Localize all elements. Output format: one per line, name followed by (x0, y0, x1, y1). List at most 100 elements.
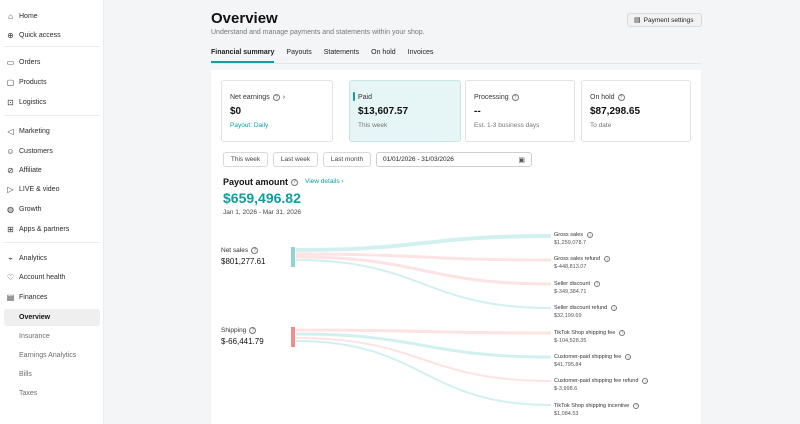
tab-statements[interactable]: Statements (323, 49, 360, 56)
sidebar-item-growth[interactable]: ◍ Growth (4, 201, 100, 218)
help-icon[interactable]: ? (251, 247, 259, 254)
sankey-target-value: $-3,998.6 (554, 386, 578, 393)
sankey-flow (295, 252, 552, 262)
date-range-value: 01/01/2026 - 31/03/2026 (383, 156, 454, 163)
sidebar-item-label: Home (19, 13, 38, 20)
page-title: Overview (211, 10, 278, 27)
sidebar-item-label: Marketing (19, 128, 50, 135)
help-icon[interactable]: ? (291, 178, 299, 186)
sidebar-item-live-video[interactable]: ▷ LIVE & video (4, 181, 100, 198)
chevron-right-icon: › (282, 94, 286, 101)
last-month-button[interactable]: Last month (323, 152, 371, 167)
help-icon[interactable]: ? (619, 329, 626, 336)
sidebar-subitem-earnings-analytics[interactable]: Earnings Analytics (19, 352, 77, 359)
selected-indicator (353, 92, 355, 101)
help-icon[interactable]: ? (511, 94, 519, 101)
sidebar-subitem-overview[interactable]: Overview (4, 309, 100, 326)
sidebar-divider (4, 46, 100, 47)
net-sales-node (291, 247, 295, 267)
sidebar-item-label: Apps & partners (19, 226, 70, 233)
sidebar-item-affiliate[interactable]: ⊘ Affiliate (4, 162, 100, 179)
paid-card[interactable]: Paid $13,607.57 This week (349, 80, 461, 142)
sankey-target-label: Seller discount (554, 280, 591, 287)
sankey-target-label: Gross sales (554, 232, 584, 238)
sankey-target-label: Gross sales refund (554, 256, 601, 263)
sidebar-item-products[interactable]: ▢ Products (4, 74, 100, 91)
financial-summary-panel: Net earnings ? › $0 Payout: Daily Paid $… (211, 70, 701, 424)
tab-on-hold[interactable]: On hold (371, 49, 396, 56)
sidebar-item-label: Account health (19, 274, 66, 281)
paid-value: $13,607.57 (358, 106, 409, 117)
help-icon[interactable]: ? (611, 305, 618, 312)
sidebar-subitem-bills[interactable]: Bills (19, 371, 32, 378)
on-hold-value: $87,298.65 (590, 106, 641, 117)
paid-period: This week (358, 122, 388, 129)
processing-value: -- (474, 106, 481, 117)
sankey-flow (295, 234, 552, 252)
sidebar-item-home[interactable]: ⌂ Home (4, 8, 100, 25)
net-earnings-card[interactable]: Net earnings ? › $0 Payout: Daily (221, 80, 333, 142)
sidebar-item-label: Orders (19, 59, 41, 66)
sidebar-item-apps-partners[interactable]: ⊞ Apps & partners (4, 221, 100, 238)
sankey-flow (295, 340, 552, 406)
sidebar-item-marketing[interactable]: ◁ Marketing (4, 123, 100, 140)
payout-sankey-chart (291, 234, 552, 406)
sankey-target-value: $32,199.69 (554, 313, 582, 320)
sidebar-item-logistics[interactable]: ⊡ Logistics (4, 94, 100, 111)
settings-icon: ▤ (634, 17, 641, 24)
sidebar-subitem-insurance[interactable]: Insurance (19, 333, 50, 340)
sidebar-divider (4, 115, 100, 116)
sankey-target-value: $1,259,078.7 (554, 240, 587, 246)
shipping-value: $-66,441.79 (221, 337, 264, 346)
help-icon[interactable]: ? (594, 280, 601, 287)
help-icon[interactable]: ? (625, 354, 632, 360)
sidebar-item-label: Quick access (19, 32, 61, 39)
on-hold-card[interactable]: On hold ? $87,298.65 To date (581, 80, 691, 142)
affiliate-icon: ⊘ (7, 166, 14, 175)
help-icon[interactable]: ? (617, 94, 625, 101)
last-week-button[interactable]: Last week (273, 152, 318, 167)
sidebar-subitem-taxes[interactable]: Taxes (19, 390, 38, 397)
help-icon[interactable]: ? (604, 256, 611, 263)
growth-icon: ◍ (7, 205, 14, 214)
date-range-picker[interactable]: 01/01/2026 - 31/03/2026 ▣ (376, 152, 532, 167)
sankey-flow (295, 328, 552, 335)
payout-frequency-link[interactable]: Payout: Daily (230, 122, 269, 129)
this-week-button[interactable]: This week (223, 152, 268, 167)
net-earnings-value: $0 (230, 106, 242, 117)
help-icon[interactable]: ? (587, 232, 594, 238)
sidebar-item-quick-access[interactable]: ⊕ Quick access (4, 27, 100, 44)
apps-icon: ⊞ (7, 225, 14, 234)
processing-label: Processing (474, 94, 509, 101)
finances-icon: ▤ (6, 293, 15, 302)
on-hold-label: On hold (590, 94, 615, 101)
tab-financial-summary[interactable]: Financial summary (211, 49, 275, 63)
sankey-target-value: $41,795.84 (554, 362, 582, 368)
shipping-label: Shipping (221, 327, 247, 334)
payment-settings-button[interactable]: ▤ Payment settings (627, 13, 702, 27)
sidebar: ⌂ Home ⊕ Quick access ▭ Orders ▢ Products ⊡ Logis… (0, 0, 104, 424)
help-icon[interactable]: ? (642, 378, 649, 385)
tab-invoices[interactable]: Invoices (407, 49, 434, 56)
sidebar-item-label: Finances (19, 294, 48, 301)
view-details-link[interactable]: View details › (305, 178, 344, 185)
sidebar-item-finances[interactable]: ▤ Finances (4, 289, 100, 306)
tab-payouts[interactable]: Payouts (286, 49, 312, 56)
payment-settings-label: Payment settings (643, 16, 694, 24)
help-icon[interactable]: ? (633, 402, 640, 409)
sidebar-item-customers[interactable]: ☺ Customers (4, 143, 100, 160)
help-icon[interactable]: ? (249, 327, 257, 334)
sankey-flow (295, 332, 552, 359)
sankey-target-label: TikTok Shop shipping incentive (554, 402, 630, 409)
processing-estimate: Est. 1-3 business days (474, 122, 540, 129)
sidebar-item-analytics[interactable]: ⌁ Analytics (4, 250, 100, 267)
help-icon[interactable]: ? (272, 94, 280, 101)
processing-card[interactable]: Processing ? -- Est. 1-3 business days (465, 80, 575, 142)
calendar-icon: ▣ (518, 157, 525, 164)
analytics-icon: ⌁ (8, 254, 13, 263)
sidebar-item-orders[interactable]: ▭ Orders (4, 54, 100, 71)
payout-date-range: Jan 1, 2026 - Mar 31, 2026 (223, 209, 302, 216)
on-hold-period: To date (590, 122, 612, 129)
sidebar-item-account-health[interactable]: ♡ Account health (4, 269, 100, 286)
net-sales-label: Net sales (221, 247, 249, 254)
